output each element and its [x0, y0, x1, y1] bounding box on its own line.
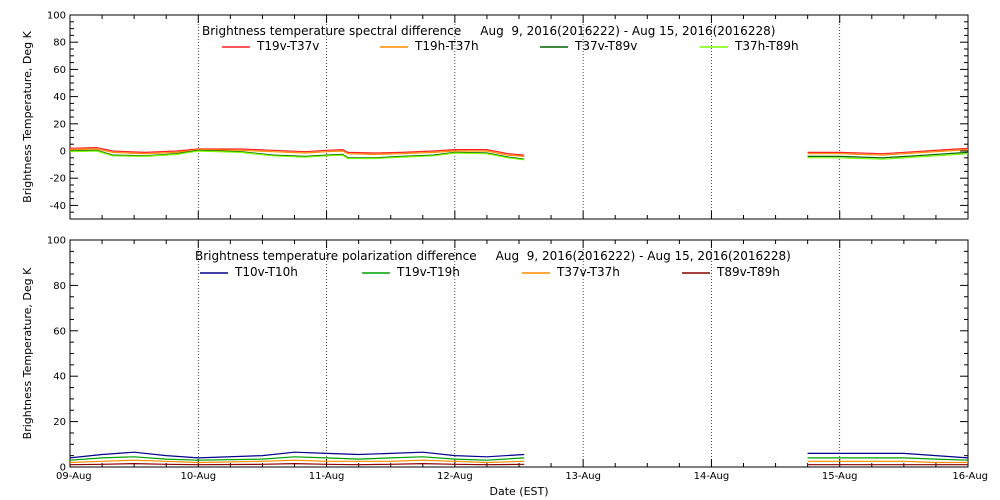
x-tick-label: 10-Aug: [180, 471, 216, 482]
y-tick-label: 40: [53, 372, 66, 383]
x-tick-label: 11-Aug: [309, 471, 345, 482]
y-tick-label: -20: [50, 174, 66, 185]
legend-label: T89v-T89h: [716, 265, 780, 279]
y-tick-label: 0: [60, 147, 66, 158]
series-line-T10v-T10h: [807, 452, 969, 459]
chart-panel-1: -40 -20 0 20 40 60 80 100 Brightness Temperature…: [21, 11, 969, 220]
x-axis-title: Date (EST): [489, 485, 548, 498]
series-line-T37v-T89v: [807, 151, 969, 159]
x-tick-label: 09-Aug: [56, 471, 92, 482]
y-tick-label: 20: [53, 119, 66, 130]
series-line-T37h-T89h: [807, 153, 969, 160]
series-line-T19h-T37h: [807, 149, 969, 156]
y-tick-label: 60: [53, 326, 66, 337]
y-tick-label: 80: [53, 38, 66, 49]
x-tick-label: 16-Aug: [952, 471, 988, 482]
y-tick-label: -40: [50, 201, 66, 212]
series-line-T37v-T37h: [69, 459, 525, 464]
panel-title: Brightness temperature polarization diff…: [195, 249, 791, 263]
series-line-T19h-T37h: [69, 148, 525, 157]
x-tick-label: 12-Aug: [437, 471, 473, 482]
chart-panel-2: 0 20 40 60 80 100 09-Aug 10-Aug 11-Aug 12-Aug 13-A…: [21, 236, 988, 499]
series-line-T19v-T37v: [807, 147, 969, 155]
x-tick-label: 15-Aug: [822, 471, 858, 482]
series-line-T19v-T19h: [807, 457, 969, 461]
legend-label: T37h-T89h: [734, 39, 799, 53]
series-line-T37v-T37h: [807, 460, 968, 464]
y-axis-title: Brightness Temperature, Deg K: [21, 267, 34, 439]
legend-label: T19v-T37v: [256, 39, 319, 53]
legend-label: T37v-T89v: [574, 39, 637, 53]
series-line-T89v-T89h: [69, 462, 525, 466]
series-line-T19v-T19h: [69, 456, 525, 461]
y-tick-label: 100: [47, 11, 66, 22]
plot-frame: [69, 14, 969, 220]
legend-label: T10v-T10h: [234, 265, 298, 279]
panel-title: Brightness temperature spectral differen…: [202, 24, 775, 38]
legend-label: T19v-T19h: [396, 265, 460, 279]
series-line-T37h-T89h: [69, 150, 525, 161]
x-tick-label: 14-Aug: [694, 471, 730, 482]
y-tick-label: 0: [60, 463, 66, 474]
x-tick-label: 13-Aug: [565, 471, 601, 482]
series-line-T19v-T37v: [69, 146, 525, 156]
legend-label: T19h-T37h: [414, 39, 479, 53]
y-tick-label: 60: [53, 65, 66, 76]
y-tick-label: 80: [53, 281, 66, 292]
y-tick-label: 40: [53, 92, 66, 103]
y-tick-label: 100: [47, 236, 66, 247]
series-line-T10v-T10h: [69, 451, 525, 459]
plot-frame: [69, 239, 969, 468]
y-axis-title: Brightness Temperature, Deg K: [21, 30, 34, 202]
legend-label: T37v-T37h: [556, 265, 620, 279]
y-tick-label: 20: [53, 417, 66, 428]
